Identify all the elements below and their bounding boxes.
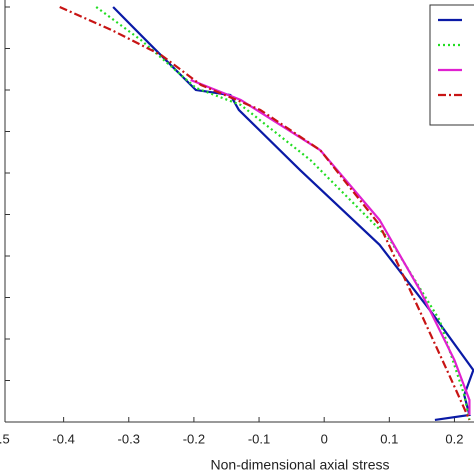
x-tick-label: -0.5 xyxy=(0,431,10,446)
x-tick-label: 0 xyxy=(321,431,328,446)
series-line xyxy=(95,6,471,421)
x-tick-label: 0.1 xyxy=(380,431,398,446)
series-line xyxy=(112,6,474,422)
x-axis-title: Non-dimensional axial stress xyxy=(211,457,390,473)
x-tick-label: -0.4 xyxy=(52,431,74,446)
legend xyxy=(429,4,474,126)
x-tick-label: -0.1 xyxy=(248,431,270,446)
series-line xyxy=(190,79,471,415)
series-line xyxy=(59,5,471,421)
x-tick-label: -0.3 xyxy=(118,431,140,446)
x-tick-label: -0.2 xyxy=(183,431,205,446)
x-tick-label: 0.2 xyxy=(445,431,463,446)
